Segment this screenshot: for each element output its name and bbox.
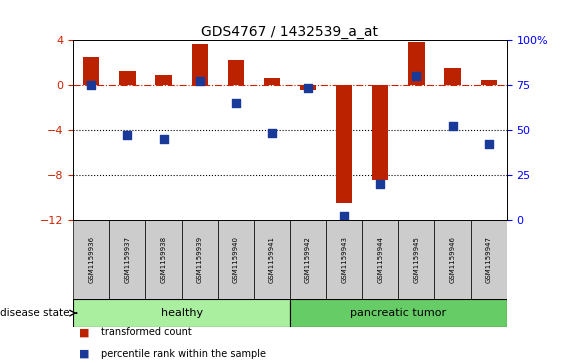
- Text: GSM1159945: GSM1159945: [413, 236, 419, 283]
- Bar: [326, 220, 362, 299]
- Bar: [254, 220, 290, 299]
- Point: [448, 123, 457, 129]
- Bar: [372, 85, 388, 180]
- Point: [123, 132, 132, 138]
- Bar: [181, 220, 218, 299]
- Bar: [435, 220, 471, 299]
- Bar: [227, 60, 244, 85]
- Text: GSM1159944: GSM1159944: [377, 236, 383, 283]
- Text: GSM1159939: GSM1159939: [196, 236, 203, 283]
- Bar: [290, 220, 326, 299]
- Text: disease state: disease state: [0, 308, 69, 318]
- Text: pancreatic tumor: pancreatic tumor: [350, 308, 446, 318]
- Text: transformed count: transformed count: [101, 327, 192, 337]
- Text: GSM1159937: GSM1159937: [124, 236, 131, 283]
- Point: [339, 213, 348, 219]
- Text: healthy: healthy: [160, 308, 203, 318]
- Point: [87, 82, 96, 88]
- Point: [484, 141, 493, 147]
- Bar: [218, 220, 254, 299]
- Bar: [408, 42, 425, 85]
- Bar: [444, 68, 461, 85]
- Point: [376, 181, 385, 187]
- Point: [303, 86, 312, 91]
- Text: ■: ■: [79, 327, 90, 337]
- Bar: [73, 299, 290, 327]
- Bar: [119, 72, 136, 85]
- Bar: [290, 299, 507, 327]
- Bar: [300, 85, 316, 90]
- Bar: [145, 220, 181, 299]
- Text: ■: ■: [79, 349, 90, 359]
- Bar: [263, 78, 280, 85]
- Point: [159, 136, 168, 142]
- Bar: [83, 57, 100, 85]
- Text: GSM1159941: GSM1159941: [269, 236, 275, 283]
- Bar: [191, 44, 208, 85]
- Bar: [399, 220, 435, 299]
- Text: percentile rank within the sample: percentile rank within the sample: [101, 349, 266, 359]
- Text: GSM1159947: GSM1159947: [486, 236, 491, 283]
- Point: [231, 100, 240, 106]
- Bar: [336, 85, 352, 203]
- Text: GSM1159936: GSM1159936: [88, 236, 94, 283]
- Point: [412, 73, 421, 79]
- Text: GSM1159942: GSM1159942: [305, 236, 311, 283]
- Point: [267, 130, 276, 136]
- Text: GSM1159938: GSM1159938: [160, 236, 167, 283]
- Bar: [109, 220, 145, 299]
- Bar: [471, 220, 507, 299]
- Bar: [362, 220, 399, 299]
- Point: [195, 78, 204, 84]
- Text: GSM1159940: GSM1159940: [233, 236, 239, 283]
- Bar: [73, 220, 109, 299]
- Title: GDS4767 / 1432539_a_at: GDS4767 / 1432539_a_at: [202, 25, 378, 39]
- Bar: [155, 75, 172, 85]
- Text: GSM1159943: GSM1159943: [341, 236, 347, 283]
- Text: GSM1159946: GSM1159946: [449, 236, 455, 283]
- Bar: [480, 80, 497, 85]
